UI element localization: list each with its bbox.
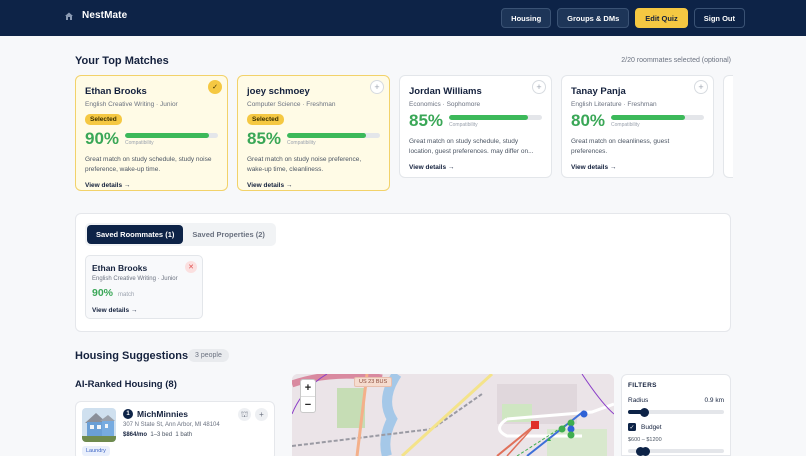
match-name: Jordan Williams (409, 86, 482, 97)
view-details-link[interactable]: View details → (409, 164, 455, 171)
saved-subtitle: English Creative Writing · Junior (92, 276, 178, 282)
match-name: joey schmoey (247, 86, 310, 97)
match-description: Great match on study schedule, study noi… (85, 156, 212, 173)
housing-button[interactable]: Housing (501, 8, 552, 28)
selected-check-icon[interactable]: ✓ (208, 80, 222, 94)
budget-checkbox[interactable]: ✓ (628, 423, 636, 431)
housing-title: Housing Suggestions (75, 350, 189, 362)
people-badge: 3 people (188, 349, 229, 362)
view-details-link[interactable]: View details → (85, 182, 131, 189)
property-beds: 1–3 bed (150, 432, 173, 438)
property-thumbnail (82, 408, 116, 442)
filters-title: FILTERS (628, 382, 657, 389)
property-address: 307 N State St, Ann Arbor, MI 48104 (123, 422, 220, 428)
compatibility-bar (125, 133, 218, 138)
match-name: Tanay Panja (571, 86, 626, 97)
route-label: US 23 BUS (354, 377, 393, 387)
add-icon[interactable]: + (532, 80, 546, 94)
brand[interactable]: NestMate (64, 10, 127, 21)
rank-badge: 1 (123, 409, 133, 419)
tab-saved-properties[interactable]: Saved Properties (2) (192, 230, 265, 239)
nav-buttons: Housing Groups & DMs Edit Quiz Sign Out (501, 8, 745, 28)
match-description: Great match on cleanliness, guest prefer… (571, 138, 670, 155)
brand-name: NestMate (82, 10, 128, 21)
property-name: MichMinnies (137, 409, 189, 419)
radius-slider-handle[interactable] (640, 407, 649, 417)
add-icon[interactable]: + (370, 80, 384, 94)
edit-quiz-button[interactable]: Edit Quiz (635, 8, 688, 28)
add-icon[interactable]: + (255, 408, 268, 421)
match-percent: 90% (85, 129, 120, 148)
saved-panel: Saved Roommates (1) Saved Properties (2)… (75, 213, 731, 332)
saved-roommate-card[interactable]: ✕ Ethan Brooks English Creative Writing … (85, 255, 203, 319)
top-matches-title: Your Top Matches (75, 55, 169, 67)
add-icon[interactable]: + (694, 80, 708, 94)
view-details-link[interactable]: View details → (571, 164, 617, 171)
amenity-tag: Laundry (82, 446, 110, 456)
match-subtitle: Economics · Sophomore (409, 101, 481, 108)
property-price: $864/mo (123, 432, 148, 438)
match-subtitle: English Creative Writing · Junior (85, 101, 178, 108)
match-card[interactable]: + Tanay Panja English Literature · Fresh… (561, 75, 714, 178)
house-logo-icon (65, 12, 73, 20)
radius-value: 0.9 km (704, 397, 724, 404)
match-cards: ✓ Ethan Brooks English Creative Writing … (75, 75, 733, 191)
compatibility-bar (449, 115, 542, 120)
selected-count: 2/20 roommates selected (optional) (621, 57, 731, 64)
match-subtitle: English Literature · Freshman (571, 101, 657, 108)
compatibility-label: Compatibility (611, 122, 640, 128)
remove-icon[interactable]: ✕ (185, 261, 197, 273)
housing-map[interactable]: US 23 BUS + − (292, 374, 614, 456)
view-details-link[interactable]: View details → (92, 307, 138, 314)
match-percent: 85% (409, 111, 444, 130)
match-description: Great match on study schedule, study loc… (409, 138, 534, 155)
selected-badge: Selected (247, 114, 284, 125)
map-zoom-control: + − (300, 379, 316, 413)
sign-out-button[interactable]: Sign Out (693, 8, 745, 28)
budget-slider[interactable] (628, 446, 724, 456)
match-card[interactable]: + joey schmoey Computer Science · Freshm… (237, 75, 390, 191)
compatibility-label: Compatibility (449, 122, 478, 128)
top-navbar: NestMate Housing Groups & DMs Edit Quiz … (0, 0, 806, 36)
budget-slider-max-handle[interactable] (641, 446, 650, 456)
radius-slider[interactable] (628, 407, 724, 417)
ai-ranked-title: AI-Ranked Housing (8) (75, 379, 177, 390)
compatibility-label: Compatibility (287, 140, 316, 146)
compatibility-label: Compatibility (125, 140, 154, 146)
tab-saved-roommates[interactable]: Saved Roommates (1) (87, 225, 184, 244)
match-subtitle: Computer Science · Freshman (247, 101, 336, 108)
property-baths: 1 bath (175, 432, 193, 438)
radius-label: Radius (628, 397, 649, 404)
filters-panel: FILTERS Radius 0.9 km ✓ Budget $600 – $1… (621, 374, 731, 456)
compatibility-bar (287, 133, 380, 138)
share-icon[interactable]: ⛫ (238, 408, 251, 421)
match-percent: 80% (571, 111, 606, 130)
housing-card[interactable]: 1 MichMinnies 307 N State St, Ann Arbor,… (75, 401, 275, 456)
match-card[interactable]: ✓ Ethan Brooks English Creative Writing … (75, 75, 228, 191)
groups-dms-button[interactable]: Groups & DMs (557, 8, 630, 28)
match-card-partial[interactable] (723, 75, 733, 178)
budget-slider-min-handle[interactable] (636, 446, 645, 456)
saved-percent: 90% (92, 287, 114, 299)
zoom-in-button[interactable]: + (304, 382, 312, 394)
selected-badge: Selected (85, 114, 122, 125)
budget-label: Budget (641, 423, 662, 431)
saved-name: Ethan Brooks (92, 263, 148, 273)
match-card[interactable]: + Jordan Williams Economics · Sophomore … (399, 75, 552, 178)
view-details-link[interactable]: View details → (247, 182, 293, 189)
match-percent: 85% (247, 129, 282, 148)
saved-tabs: Saved Roommates (1) Saved Properties (2) (85, 223, 276, 246)
property-meta: $864/mo 1–3 bed 1 bath (123, 432, 192, 438)
compatibility-bar (611, 115, 704, 120)
match-description: Great match on study noise preference, w… (247, 156, 362, 173)
budget-range: $600 – $1200 (628, 437, 662, 443)
match-name: Ethan Brooks (85, 86, 147, 97)
saved-match-label: match (118, 292, 135, 298)
zoom-out-button[interactable]: − (301, 396, 315, 412)
